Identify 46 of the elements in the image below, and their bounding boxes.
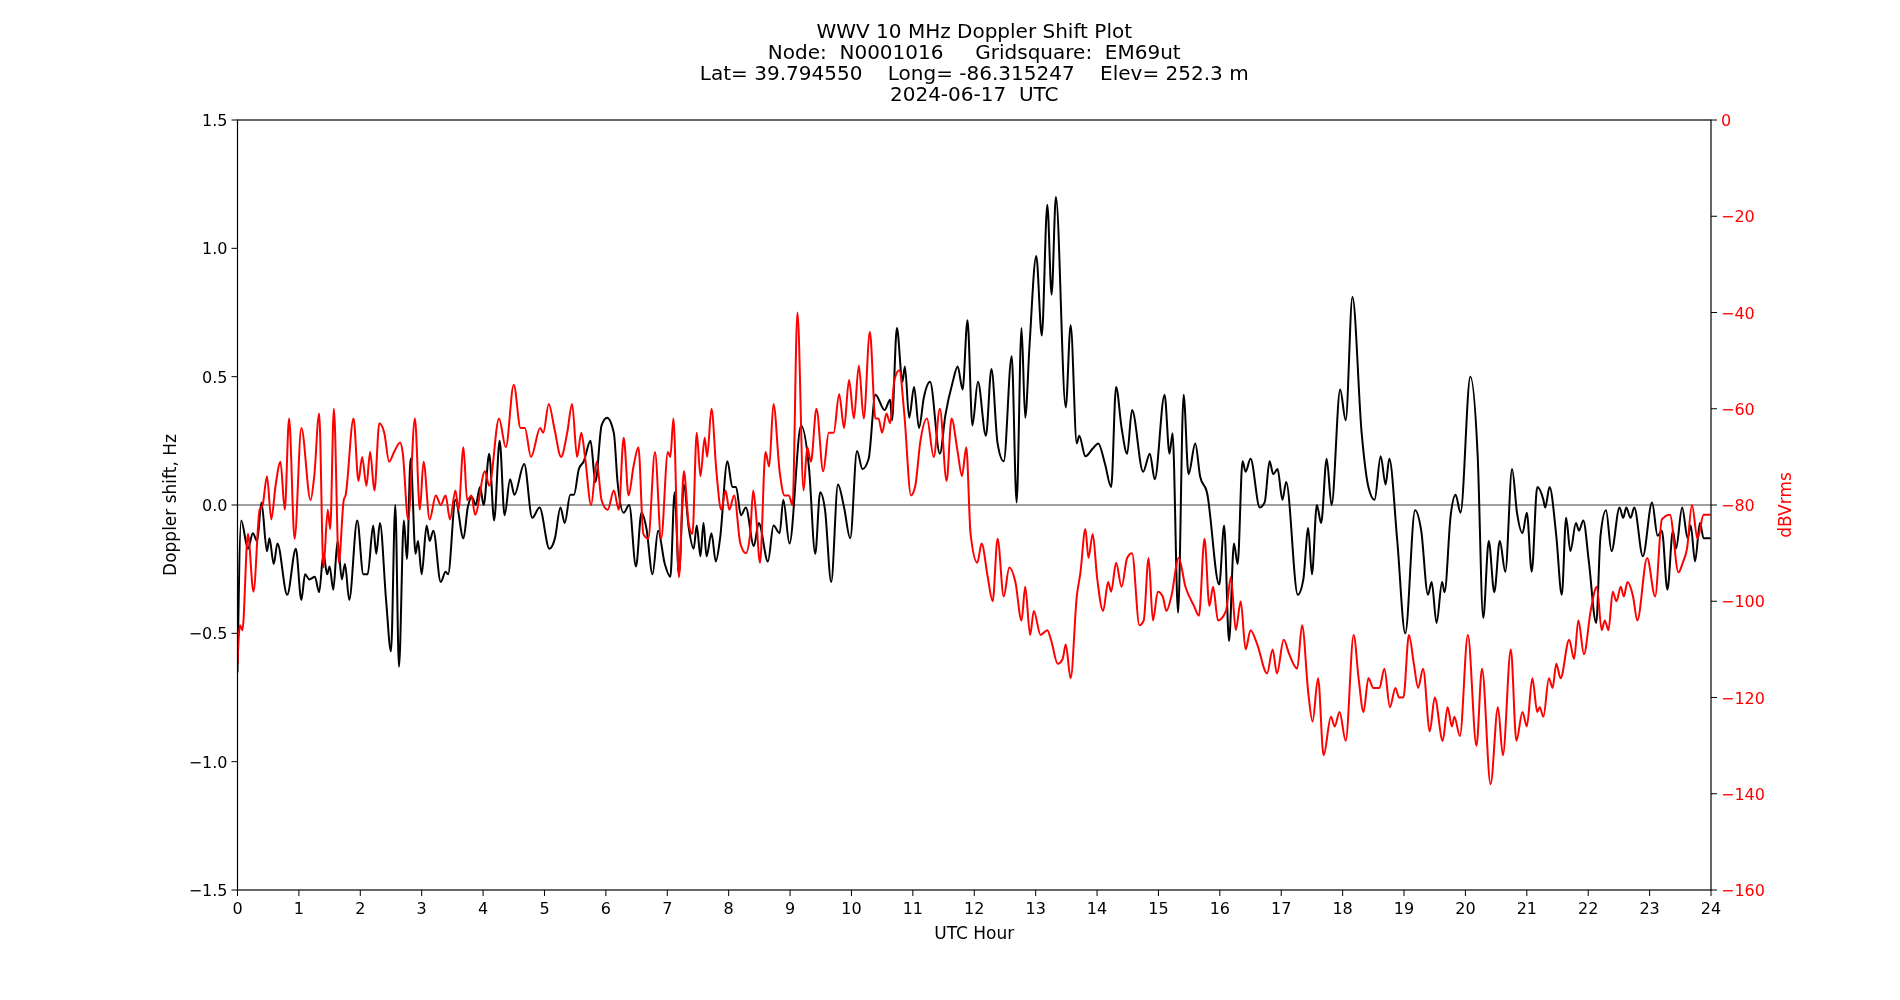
y2-tick-label: 0: [1721, 111, 1732, 130]
x-tick-label: 6: [600, 899, 611, 918]
y-tick-label: 0.0: [202, 496, 228, 515]
x-tick-label: 19: [1393, 899, 1415, 918]
x-tick-label: 24: [1700, 899, 1722, 918]
x-tick-label: 5: [539, 899, 550, 918]
x-tick-label: 4: [477, 899, 489, 918]
x-tick-label: 0: [232, 899, 243, 918]
y-tick-label: −0.5: [188, 624, 228, 644]
y-tick-label: 0.5: [202, 367, 228, 387]
x-tick-label: 18: [1332, 899, 1353, 918]
x-tick-label: 20: [1455, 899, 1476, 918]
x-tick-label: 1: [293, 899, 304, 918]
x-tick-label: 23: [1639, 899, 1660, 918]
x-tick-label: 8: [723, 899, 734, 918]
y-tick-label: −1.5: [188, 881, 228, 900]
x-tick-label: 21: [1516, 899, 1537, 918]
y2-tick-label: −160: [1721, 881, 1765, 900]
y2-tick-label: −100: [1721, 592, 1765, 612]
y2-tick-label: −80: [1721, 496, 1755, 515]
x-tick-label: 15: [1148, 899, 1169, 918]
x-tick-label: 7: [662, 899, 673, 918]
y2-tick-label: −20: [1721, 207, 1755, 227]
x-tick-label: 12: [964, 899, 985, 918]
x-tick-label: 10: [841, 899, 862, 918]
y-axis-title: Doppler shift, Hz: [159, 433, 180, 576]
y2-tick-label: −60: [1721, 399, 1755, 419]
y-tick-label: 1.0: [202, 239, 228, 259]
x-tick-label: 14: [1086, 899, 1108, 918]
x-tick-label: 2: [355, 899, 366, 918]
x-tick-label: 11: [902, 899, 924, 918]
x-tick-label: 13: [1025, 899, 1046, 918]
y2-tick-label: −140: [1721, 784, 1765, 804]
x-tick-label: 3: [416, 899, 427, 918]
y2-axis-title: dBVrms: [1775, 472, 1795, 538]
x-tick-label: 22: [1578, 899, 1599, 918]
x-tick-label: 17: [1271, 899, 1292, 918]
line-series: [237, 311, 1711, 786]
x-axis-title: UTC Hour: [934, 923, 1015, 943]
x-tick-label: 9: [784, 899, 796, 918]
y2-tick-label: −120: [1721, 688, 1765, 708]
x-tick-label: 16: [1209, 899, 1231, 918]
chart-title: WWV 10 MHz Doppler Shift Plot: [816, 19, 1133, 43]
y2-tick-label: −40: [1721, 303, 1755, 323]
y-tick-label: 1.5: [202, 111, 228, 130]
y-tick-label: −1.0: [188, 752, 228, 772]
